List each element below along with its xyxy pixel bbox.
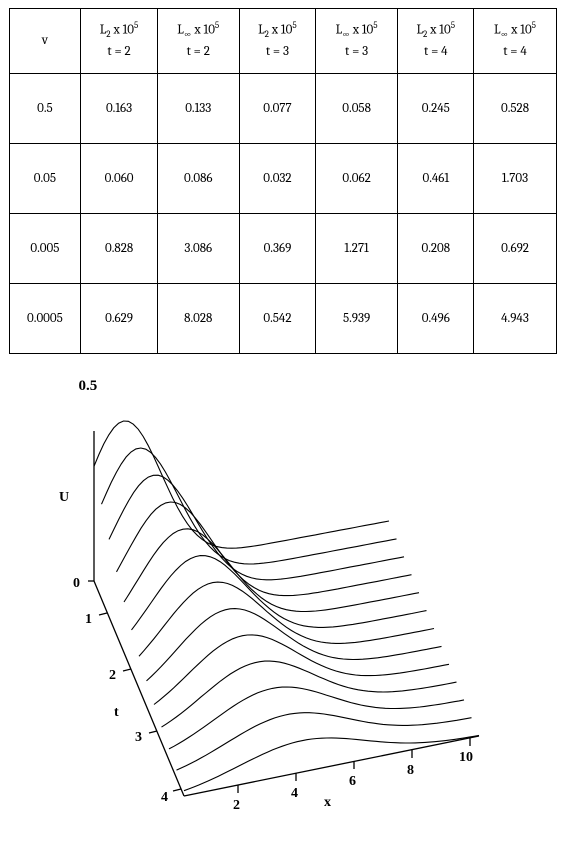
x-tick-10: 10 bbox=[459, 750, 473, 765]
cell: 0.05 bbox=[9, 144, 81, 214]
cell: 1.703 bbox=[474, 144, 556, 214]
cell: 0.629 bbox=[81, 284, 157, 354]
table-header-row: v L2 x 105 t = 2 L∞ x 105 t = 2 L2 x 105… bbox=[9, 9, 556, 74]
t-tick-4: 4 bbox=[161, 790, 168, 805]
surface-curve bbox=[116, 502, 411, 596]
table-row: 0.05 0.060 0.086 0.032 0.062 0.461 1.703 bbox=[9, 144, 556, 214]
surface-curve bbox=[176, 713, 471, 770]
cell: 0.5 bbox=[9, 74, 81, 144]
col-header-Linf-t2: L∞ x 105 t = 2 bbox=[157, 9, 239, 74]
cell: 0.369 bbox=[239, 214, 315, 284]
cell: 0.542 bbox=[239, 284, 315, 354]
surface-curves bbox=[94, 421, 479, 791]
cell: 0.692 bbox=[474, 214, 556, 284]
table-row: 0.5 0.163 0.133 0.077 0.058 0.245 0.528 bbox=[9, 74, 556, 144]
cell: 0.461 bbox=[398, 144, 474, 214]
u-axis-label: U bbox=[59, 490, 69, 505]
surface-curve bbox=[124, 529, 419, 612]
surface-curve bbox=[169, 687, 464, 749]
col-header-L2-t4: L2 x 105 t = 4 bbox=[398, 9, 474, 74]
header-text: t = 4 bbox=[402, 42, 469, 63]
cell: 0.163 bbox=[81, 74, 157, 144]
u-tick-0: 0 bbox=[73, 576, 80, 591]
cell: 0.0005 bbox=[9, 284, 81, 354]
header-text: L2 x 105 bbox=[85, 19, 152, 42]
surface-curve bbox=[139, 582, 434, 656]
cell: 0.032 bbox=[239, 144, 315, 214]
surface-curve bbox=[94, 421, 389, 548]
t-axis-label: t bbox=[114, 705, 119, 720]
table-body: 0.5 0.163 0.133 0.077 0.058 0.245 0.528 … bbox=[9, 74, 556, 354]
error-norm-table: v L2 x 105 t = 2 L∞ x 105 t = 2 L2 x 105… bbox=[9, 8, 557, 354]
u-axis-top-tick: 0.5 bbox=[79, 378, 557, 395]
axis-frame bbox=[88, 431, 479, 796]
header-text: L2 x 105 bbox=[402, 19, 469, 42]
col-header-L2-t3: L2 x 105 t = 3 bbox=[239, 9, 315, 74]
cell: 0.245 bbox=[398, 74, 474, 144]
surface-curve bbox=[146, 609, 441, 681]
header-text: t = 2 bbox=[85, 42, 152, 63]
surface-curve bbox=[184, 736, 479, 791]
cell: 4.943 bbox=[474, 284, 556, 354]
cell: 0.086 bbox=[157, 144, 239, 214]
cell: 0.060 bbox=[81, 144, 157, 214]
table-row: 0.005 0.828 3.086 0.369 1.271 0.208 0.69… bbox=[9, 214, 556, 284]
cell: 8.028 bbox=[157, 284, 239, 354]
x-tick-2: 2 bbox=[233, 798, 240, 813]
col-header-v: v bbox=[9, 9, 81, 74]
cell: 3.086 bbox=[157, 214, 239, 284]
cell: 0.528 bbox=[474, 74, 556, 144]
col-header-Linf-t4: L∞ x 105 t = 4 bbox=[474, 9, 556, 74]
header-text: L∞ x 105 bbox=[320, 19, 393, 42]
col-header-L2-t2: L2 x 105 t = 2 bbox=[81, 9, 157, 74]
cell: 0.005 bbox=[9, 214, 81, 284]
header-text: L∞ x 105 bbox=[162, 19, 235, 42]
cell: 0.058 bbox=[316, 74, 398, 144]
header-text: t = 3 bbox=[244, 42, 311, 63]
cell: 0.062 bbox=[316, 144, 398, 214]
header-text: t = 2 bbox=[162, 42, 235, 63]
cell: 0.133 bbox=[157, 74, 239, 144]
table-row: 0.0005 0.629 8.028 0.542 5.939 0.496 4.9… bbox=[9, 284, 556, 354]
header-text: t = 3 bbox=[320, 42, 393, 63]
x-tick-6: 6 bbox=[349, 774, 356, 789]
x-tick-8: 8 bbox=[407, 763, 414, 778]
t-tick-1: 1 bbox=[85, 612, 92, 627]
surface-plot: 0.5 U 0 1 2 bbox=[9, 378, 557, 831]
t-tick-3: 3 bbox=[135, 730, 142, 745]
surface-plot-svg: U 0 1 2 3 4 t 2 4 6 8 10 x bbox=[9, 401, 509, 831]
t-tick-2: 2 bbox=[109, 668, 116, 683]
cell: 0.077 bbox=[239, 74, 315, 144]
x-tick-4: 4 bbox=[291, 786, 298, 801]
header-text: L2 x 105 bbox=[244, 19, 311, 42]
header-text: L∞ x 105 bbox=[478, 19, 551, 42]
header-text: v bbox=[14, 31, 77, 52]
cell: 0.496 bbox=[398, 284, 474, 354]
surface-curve bbox=[131, 556, 426, 630]
cell: 5.939 bbox=[316, 284, 398, 354]
x-axis-label: x bbox=[324, 795, 331, 810]
cell: 0.208 bbox=[398, 214, 474, 284]
cell: 0.828 bbox=[81, 214, 157, 284]
col-header-Linf-t3: L∞ x 105 t = 3 bbox=[316, 9, 398, 74]
cell: 1.271 bbox=[316, 214, 398, 284]
header-text: t = 4 bbox=[478, 42, 551, 63]
